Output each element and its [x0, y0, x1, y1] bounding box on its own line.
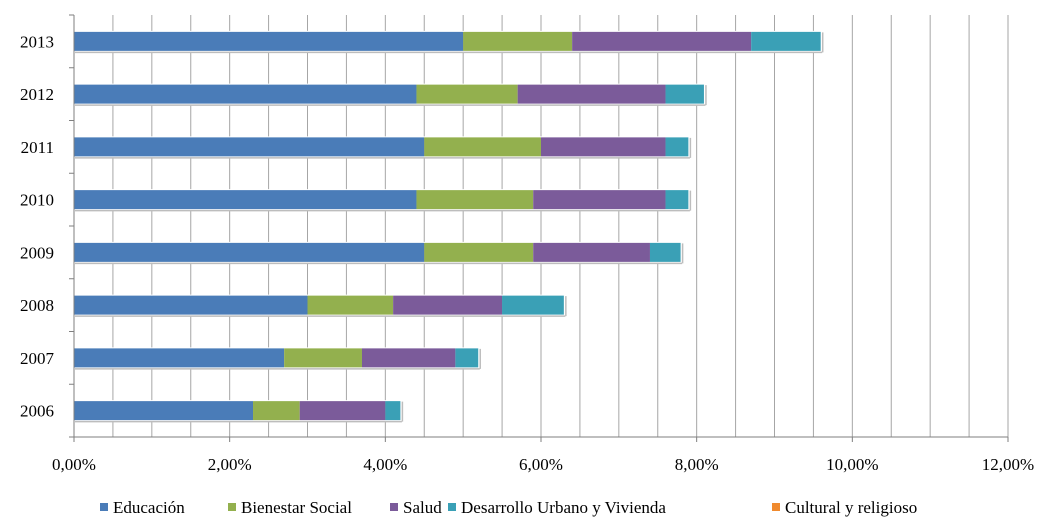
y-tick-label: 2007	[20, 349, 55, 368]
legend-swatch	[448, 503, 456, 511]
axes	[69, 14, 1009, 442]
bar-segment-0-2007	[74, 347, 285, 368]
bar-segment-2-2010	[533, 189, 666, 210]
bar-segment-3-2011	[665, 136, 689, 157]
bar-segment-1-2013	[463, 31, 573, 52]
bar-segment-3-2009	[649, 242, 682, 263]
x-tick-label: 10,00%	[826, 455, 878, 474]
bar-segment-2-2012	[517, 84, 666, 105]
legend-label: Educación	[113, 498, 185, 517]
y-tick-label: 2010	[20, 191, 54, 210]
bar-segment-2-2008	[393, 295, 503, 316]
y-tick-label: 2011	[21, 138, 54, 157]
y-tick-label: 2009	[20, 243, 54, 262]
bar-segment-0-2008	[74, 295, 308, 316]
legend-label: Salud	[403, 498, 442, 517]
x-tick-label: 2,00%	[208, 455, 252, 474]
bar-segment-0-2009	[74, 242, 425, 263]
bar-segment-1-2011	[424, 136, 541, 157]
y-tick-label: 2006	[20, 402, 54, 421]
bar-segment-1-2010	[416, 189, 534, 210]
y-axis-labels: 2013 2012 2011 2010 2009 2008 2007 2006	[20, 32, 55, 420]
legend-swatch	[390, 503, 398, 511]
bar-segment-0-2010	[74, 189, 417, 210]
bar-segment-2-2009	[533, 242, 650, 263]
bar-segment-3-2010	[665, 189, 689, 210]
bar-segment-2-2011	[541, 136, 666, 157]
legend-label: Desarrollo Urbano y Vivienda	[461, 498, 666, 517]
bar-segment-1-2007	[284, 347, 362, 368]
y-tick-label: 2012	[20, 85, 54, 104]
grid-lines	[112, 15, 1009, 437]
y-tick-label: 2013	[20, 32, 54, 51]
bar-segment-0-2012	[74, 84, 417, 105]
legend-swatch	[772, 503, 780, 511]
legend-label: Cultural y religioso	[785, 498, 917, 517]
bar-segment-1-2012	[416, 84, 518, 105]
bars	[73, 30, 824, 423]
bar-segment-1-2006	[253, 400, 300, 421]
legend: Educación Bienestar Social Salud Desarrollo…	[100, 498, 917, 517]
bar-segment-1-2008	[307, 295, 394, 316]
x-tick-label: 6,00%	[519, 455, 563, 474]
x-tick-label: 4,00%	[363, 455, 407, 474]
x-tick-label: 0,00%	[52, 455, 96, 474]
x-axis-labels: 0,00% 2,00% 4,00% 6,00% 8,00% 10,00% 12,00%	[52, 455, 1034, 474]
bar-segment-1-2009	[424, 242, 534, 263]
x-tick-label: 8,00%	[675, 455, 719, 474]
y-tick-label: 2008	[20, 296, 54, 315]
bar-segment-3-2006	[385, 400, 401, 421]
bar-segment-3-2012	[665, 84, 705, 105]
bar-segment-0-2011	[74, 136, 425, 157]
legend-swatch	[228, 503, 236, 511]
bar-segment-0-2013	[74, 31, 464, 52]
bar-segment-2-2013	[572, 31, 752, 52]
bar-segment-3-2007	[455, 347, 479, 368]
legend-swatch	[100, 503, 108, 511]
bar-segment-2-2007	[361, 347, 456, 368]
x-tick-label: 12,00%	[982, 455, 1034, 474]
legend-label: Bienestar Social	[241, 498, 352, 517]
bar-segment-3-2013	[751, 31, 822, 52]
bar-segment-3-2008	[502, 295, 565, 316]
bar-segment-2-2006	[299, 400, 386, 421]
bar-segment-0-2006	[74, 400, 254, 421]
